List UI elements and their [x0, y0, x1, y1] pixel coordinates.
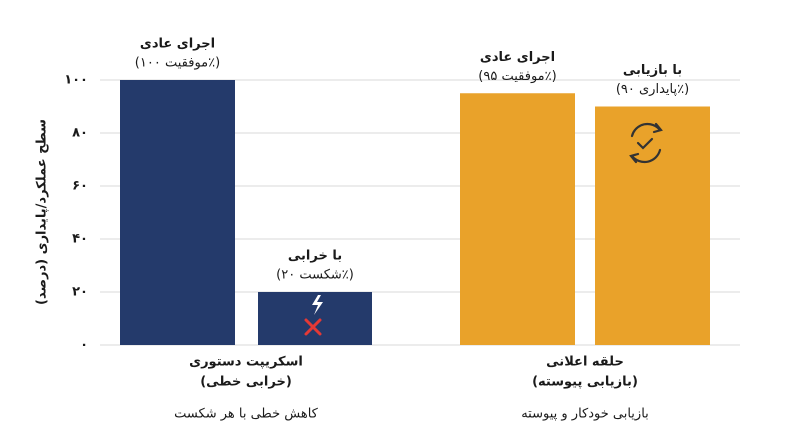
- y-tick-label: ۸۰: [72, 126, 88, 141]
- bar: [460, 93, 575, 345]
- bar-category-label: اجرای عادی: [140, 37, 215, 52]
- y-tick-label: ۰: [80, 338, 88, 353]
- fail-icon: [304, 318, 322, 336]
- y-tick-label: ۲۰: [72, 285, 88, 300]
- bar-category-label: با بازیابی: [623, 63, 682, 78]
- y-tick-label: ۱۰۰: [64, 73, 88, 88]
- y-axis-label: سطح عملکرد/پایداری (درصد): [35, 119, 50, 305]
- bar-category-label: اجرای عادی: [480, 50, 555, 65]
- bar: [258, 292, 372, 345]
- y-tick-label: ۶۰: [72, 179, 88, 194]
- group-label: حلقه اعلانی: [546, 355, 624, 370]
- group-note: بازیابی خودکار و پیوسته: [521, 407, 649, 422]
- group-label: اسکریپت دستوری: [189, 355, 303, 370]
- value-label: (موفقیت ۹۵٪): [478, 69, 556, 84]
- bar-category-label: با خرابی: [288, 249, 342, 264]
- y-tick-label: ۴۰: [72, 232, 88, 247]
- group-label: (بازیابی پیوسته): [532, 375, 638, 390]
- value-label: (شکست ۲۰٪): [276, 268, 354, 283]
- recovery-icon: [629, 122, 663, 164]
- bar: [595, 106, 710, 345]
- group-note: کاهش خطی با هر شکست: [174, 407, 318, 422]
- lightning-icon: [312, 295, 323, 315]
- value-label: (پایداری ۹۰٪): [616, 82, 689, 97]
- bar: [120, 80, 235, 345]
- group-label: (خرابی خطی): [200, 375, 292, 390]
- value-label: (موفقیت ۱۰۰٪): [135, 56, 220, 71]
